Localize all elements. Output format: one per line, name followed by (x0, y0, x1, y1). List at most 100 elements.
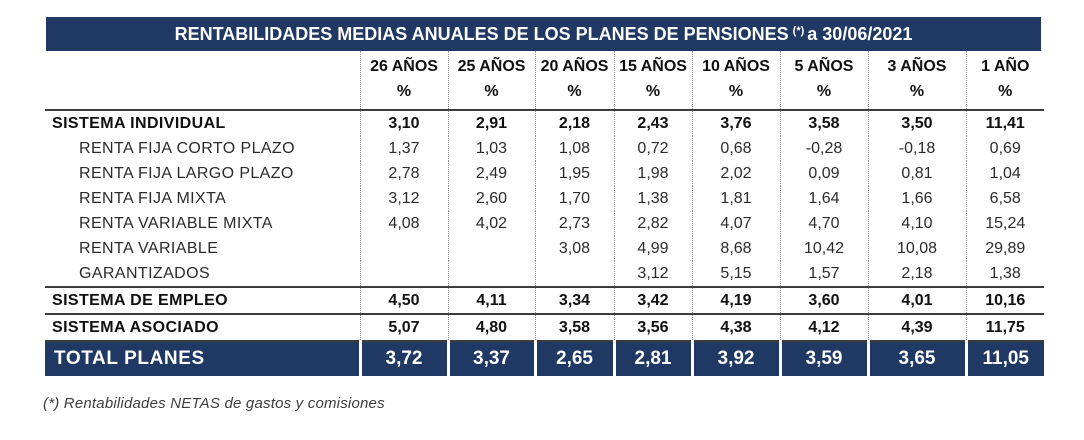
value-cell: 11,05 (964, 340, 1044, 376)
row-label-cell: RENTA FIJA MIXTA (79, 189, 227, 207)
value-cell: 3,50 (867, 110, 966, 136)
value-cell: 2,91 (447, 110, 535, 136)
row-label-cell: RENTA VARIABLE MIXTA (79, 214, 273, 232)
value-cell: 1,81 (691, 186, 780, 211)
value-cell: 4,08 (359, 211, 448, 236)
column-header-label: 3 AÑOS (887, 58, 947, 76)
value-cell: 4,19 (691, 286, 780, 314)
table-row: RENTA VARIABLE MIXTA 4,08 4,02 2,73 2,82… (45, 211, 1044, 236)
column-header-label: 10 AÑOS (702, 58, 770, 76)
value-cell: 10,08 (867, 236, 966, 261)
value-cell: 1,64 (779, 186, 868, 211)
value-cell: 15,24 (965, 211, 1044, 236)
value-cell: 3,12 (359, 186, 448, 211)
table-row: RENTA FIJA CORTO PLAZO 1,37 1,03 1,08 0,… (45, 136, 1044, 161)
column-header: 26 AÑOS% (359, 51, 448, 111)
value-cell: 2,73 (534, 211, 614, 236)
value-cell: 3,65 (866, 340, 966, 376)
value-cell (447, 261, 535, 287)
header-row: 26 AÑOS% 25 AÑOS% 20 AÑOS% 15 AÑOS% 10 A… (45, 51, 1044, 111)
table-row: RENTA FIJA LARGO PLAZO 2,78 2,49 1,95 1,… (45, 161, 1044, 186)
column-header-unit: % (396, 83, 412, 100)
total-row: TOTAL PLANES 3,72 3,37 2,65 2,81 3,92 3,… (45, 340, 1044, 376)
column-header: 20 AÑOS% (534, 51, 614, 111)
value-cell: 11,75 (965, 313, 1044, 341)
value-cell: 2,43 (613, 110, 692, 136)
value-cell: 1,38 (613, 186, 692, 211)
table-row: RENTA VARIABLE 3,08 4,99 8,68 10,42 10,0… (45, 236, 1044, 261)
value-cell: 10,16 (965, 286, 1044, 314)
value-cell: 11,41 (965, 110, 1044, 136)
value-cell: 8,68 (691, 236, 780, 261)
value-cell: 2,49 (447, 161, 535, 186)
value-cell: 1,04 (965, 161, 1044, 186)
column-header-label: 20 AÑOS (540, 58, 609, 76)
corner-cell (45, 51, 360, 111)
row-label-cell: RENTA FIJA LARGO PLAZO (79, 164, 294, 182)
value-cell: 4,11 (447, 286, 535, 314)
table-row: SISTEMA ASOCIADO 5,07 4,80 3,58 3,56 4,3… (45, 313, 1044, 341)
value-cell (534, 261, 614, 287)
value-cell: 3,76 (691, 110, 780, 136)
value-cell: 5,07 (359, 313, 448, 341)
row-label-cell: RENTA VARIABLE (79, 239, 219, 257)
column-header-unit: % (909, 83, 925, 100)
row-label-cell: SISTEMA ASOCIADO (45, 313, 360, 341)
value-cell: 4,39 (867, 313, 966, 341)
value-cell: 2,60 (447, 186, 535, 211)
value-cell: 4,01 (867, 286, 966, 314)
value-cell: 3,59 (778, 340, 868, 376)
value-cell: 3,42 (613, 286, 692, 314)
value-cell: -0,28 (779, 136, 868, 161)
column-header-unit: % (645, 83, 661, 100)
value-cell: 1,37 (359, 136, 448, 161)
value-cell: 4,80 (447, 313, 535, 341)
value-cell: 4,07 (691, 211, 780, 236)
value-cell (359, 261, 448, 287)
title-bar: RENTABILIDADES MEDIAS ANUALES DE LOS PLA… (46, 17, 1041, 51)
value-cell: 4,99 (613, 236, 692, 261)
column-header: 3 AÑOS% (867, 51, 966, 111)
value-cell: 3,58 (534, 313, 614, 341)
value-cell: 2,78 (359, 161, 448, 186)
value-cell: 4,10 (867, 211, 966, 236)
value-cell: 10,42 (779, 236, 868, 261)
column-header: 5 AÑOS% (779, 51, 868, 111)
column-header-unit: % (998, 83, 1013, 100)
column-header-label: 26 AÑOS (370, 58, 438, 76)
value-cell: 2,18 (867, 261, 966, 287)
value-cell: 5,15 (691, 261, 780, 287)
value-cell: 1,98 (613, 161, 692, 186)
value-cell: 3,12 (613, 261, 692, 287)
value-cell: 2,81 (612, 340, 692, 376)
value-cell: 1,70 (534, 186, 614, 211)
value-cell: 3,60 (779, 286, 868, 314)
value-cell: 3,08 (534, 236, 614, 261)
row-label-cell: TOTAL PLANES (45, 340, 360, 376)
value-cell: 29,89 (965, 236, 1044, 261)
title-date: a 30/06/2021 (807, 24, 913, 44)
value-cell: 1,08 (534, 136, 614, 161)
column-header-label: 5 AÑOS (794, 58, 854, 76)
column-header-unit: % (567, 83, 582, 100)
returns-table: 26 AÑOS% 25 AÑOS% 20 AÑOS% 15 AÑOS% 10 A… (45, 51, 1044, 376)
value-cell: 0,68 (691, 136, 780, 161)
value-cell: 2,65 (533, 340, 614, 376)
page-title: RENTABILIDADES MEDIAS ANUALES DE LOS PLA… (174, 24, 789, 44)
value-cell: 3,58 (779, 110, 868, 136)
value-cell: 4,38 (691, 313, 780, 341)
column-header: 10 AÑOS% (691, 51, 780, 111)
value-cell: 4,70 (779, 211, 868, 236)
value-cell: 2,18 (534, 110, 614, 136)
value-cell: 1,38 (965, 261, 1044, 287)
column-header-label: 1 AÑO (981, 58, 1030, 76)
column-header-label: 25 AÑOS (457, 58, 526, 76)
table-row: SISTEMA INDIVIDUAL 3,10 2,91 2,18 2,43 3… (45, 110, 1044, 136)
footnote: (*) Rentabilidades NETAS de gastos y com… (43, 395, 385, 412)
value-cell: 0,69 (965, 136, 1044, 161)
value-cell: 3,92 (690, 340, 780, 376)
value-cell: 4,02 (447, 211, 535, 236)
value-cell: 1,66 (867, 186, 966, 211)
row-label-cell: GARANTIZADOS (79, 264, 211, 282)
value-cell: 0,81 (867, 161, 966, 186)
